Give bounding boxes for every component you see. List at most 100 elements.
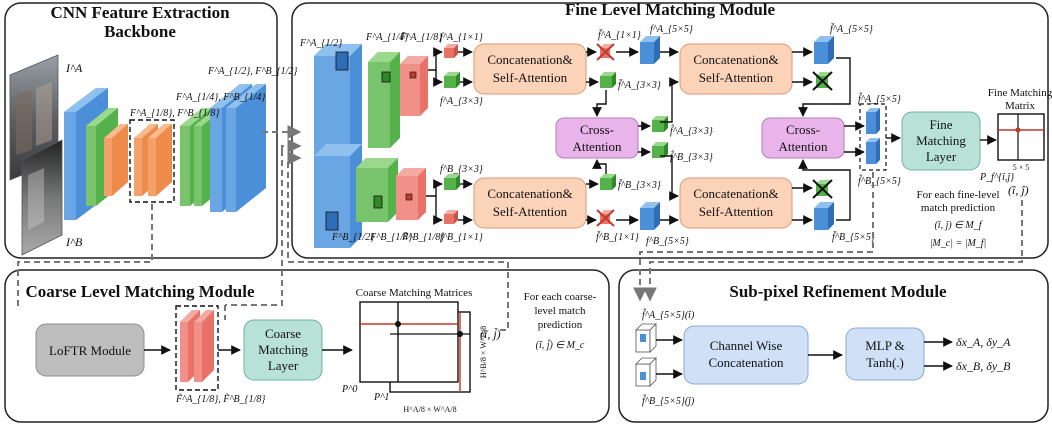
subpixel-fb-cube xyxy=(635,357,657,387)
svg-text:Cross-: Cross- xyxy=(580,122,614,137)
backbone-f14-label: F^A_{1/4}, F^B_{1/4} xyxy=(175,92,265,103)
subpixel-module-frame xyxy=(618,269,1049,423)
backbone-eighth-highlight xyxy=(129,119,175,203)
fine-green-crossed-b xyxy=(812,179,833,199)
coarse-to-fine-arrow xyxy=(287,151,509,331)
coarse-f18-label: F̃^A_{1/8}, F̃^B_{1/8} xyxy=(175,392,265,405)
svg-text:Coarse: Coarse xyxy=(265,326,301,341)
fine-fa1x1-cube xyxy=(444,44,458,58)
fine-fb5x5bar-label: f̄^B_{5×5} xyxy=(832,231,875,243)
fine-right-a5x5-cube xyxy=(866,108,880,134)
fine-fa12-label: F^A_{1/2} xyxy=(299,38,342,49)
coarse-note-1: For each coarse- xyxy=(524,291,597,303)
svg-text:Self-Attention: Self-Attention xyxy=(493,70,568,85)
fine-fb3x3bar-cube xyxy=(600,174,616,190)
svg-text:Cross-: Cross- xyxy=(786,122,820,137)
image-b-label: I^B xyxy=(65,235,83,249)
fine-right-b5x5-cube xyxy=(866,138,880,164)
svg-text:Channel Wise: Channel Wise xyxy=(710,338,783,353)
fine-fa3x3bar-label: f̄^A_{3×3} xyxy=(618,79,661,91)
fine-concat-sa-b: Concatenation& Self-Attention xyxy=(473,177,587,229)
svg-text:MLP &: MLP & xyxy=(865,338,905,353)
fine-note-2: match prediction xyxy=(921,202,996,214)
coarse-p0-label: P^0 xyxy=(341,384,357,395)
coarse-feature-blocks xyxy=(180,310,214,382)
fine-right-b5x5-label: f̂^B_{5×5} xyxy=(858,174,901,187)
svg-text:Fine: Fine xyxy=(929,117,952,132)
fine-fa12-block xyxy=(314,44,362,174)
fine-mid-b3x3-cube xyxy=(652,142,668,158)
fine-fa5x5bar-label: f̄^A_{5×5} xyxy=(830,23,873,35)
fine-fb12-label: F^B_{1/2} xyxy=(331,232,374,243)
backbone-block-blue-2 xyxy=(210,84,266,212)
fine-fa14-block xyxy=(368,52,400,148)
svg-text:Layer: Layer xyxy=(926,149,957,164)
fine-fa1x1-label: f^A_{1×1} xyxy=(440,32,483,43)
fine-fb1x1-label: f^B_{1×1} xyxy=(440,232,483,243)
fine-mid-b3x3-label: f̂^B_{3×3} xyxy=(670,150,713,163)
fine-fb1x1bar-label: f̄^B_{1×1} xyxy=(596,231,639,243)
coarse-p1-label: P^1 xyxy=(373,392,389,403)
coarse-ij: (ĩ, j̃) xyxy=(480,327,501,341)
subpixel-fa-label: f̂^A_{5×5}(î) xyxy=(642,308,695,321)
subpixel-channel-concat: Channel Wise Concatenation xyxy=(683,325,809,385)
subpixel-mlp-tanh: MLP & Tanh(.) xyxy=(845,327,925,381)
coarse-matching-matrices xyxy=(359,301,471,393)
coarse-note-2: level match xyxy=(534,305,586,317)
fine-ij-hat: (î, ĵ) xyxy=(1008,183,1029,197)
fine-right-a5x5-label: f̂^A_{5×5} xyxy=(858,92,901,105)
fine-fa5x5bar-cube xyxy=(814,36,834,64)
fine-fa1x1bar-label: f̄^A_{1×1} xyxy=(598,29,641,41)
svg-text:LoFTR Module: LoFTR Module xyxy=(49,343,131,358)
fine-fb18-block xyxy=(396,168,426,220)
svg-text:Concatenation: Concatenation xyxy=(708,355,784,370)
coarse-matrices-title: Coarse Matching Matrices xyxy=(356,287,473,299)
svg-text:Attention: Attention xyxy=(572,139,622,154)
fine-matrix-title-1: Fine Matching xyxy=(988,87,1052,99)
svg-text:Tanh(.): Tanh(.) xyxy=(866,355,904,370)
backbone-to-fine-arrow-2 xyxy=(281,139,302,153)
subpixel-out-b: δx_B, δy_B xyxy=(956,359,1011,373)
fine-fa1x1bar-cube-crossed xyxy=(596,43,615,61)
fine-fa5x5-cube xyxy=(640,36,660,64)
fine-cross-attention-1: Cross- Attention xyxy=(555,117,639,159)
fine-fb12-block xyxy=(314,144,362,248)
svg-text:Matching: Matching xyxy=(916,133,966,148)
fine-fa18-label: F̄^A_{1/8} xyxy=(399,31,442,43)
svg-text:Concatenation&: Concatenation& xyxy=(487,52,572,67)
fine-fb3x3-label: f^B_{3×3} xyxy=(440,164,483,175)
fine-note-3: (î, ĵ) ∈ M_f xyxy=(934,220,982,231)
fine-concat-sa-a2: Concatenation& Self-Attention xyxy=(679,43,793,95)
fine-note-4: |M_c| = |M_f| xyxy=(930,238,987,249)
backbone-f12-label: F^A_{1/2}, F^B_{1/2} xyxy=(207,66,297,77)
fine-fb5x5bar-cube xyxy=(814,202,834,230)
fine-green-crossed-a xyxy=(812,71,833,91)
coarse-dim-h: H^B/8 × W^B/8 xyxy=(479,326,488,378)
backbone-block-orange-2 xyxy=(134,124,172,196)
svg-text:Concatenation&: Concatenation& xyxy=(693,52,778,67)
svg-text:Matching: Matching xyxy=(258,342,308,357)
svg-text:Layer: Layer xyxy=(268,358,299,373)
fine-fa3x3-cube xyxy=(444,72,460,88)
svg-text:Self-Attention: Self-Attention xyxy=(699,70,774,85)
backbone-f18-label: F^A_{1/8}, F^B_{1/8} xyxy=(129,108,219,119)
svg-text:Concatenation&: Concatenation& xyxy=(693,186,778,201)
fine-fb5x5-label: f^B_{5×5} xyxy=(646,236,689,247)
fine-matrix-pf: P_f^{î,ĵ} xyxy=(979,172,1014,183)
fine-note-1: For each fine-level xyxy=(916,189,999,201)
fine-fb14-label: F^B_{1/4} xyxy=(369,232,412,243)
fine-fa3x3bar-cube xyxy=(600,72,616,88)
svg-text:Attention: Attention xyxy=(778,139,828,154)
coarse-to-fine-dashed xyxy=(225,150,283,306)
fine-matching-layer: Fine Matching Layer xyxy=(901,111,981,171)
fine-to-subpixel-dashed xyxy=(643,200,1023,302)
fine-right-cube-group xyxy=(859,103,887,171)
coarse-feature-highlight xyxy=(175,305,219,391)
coarse-note-4: (ĩ, j̃) ∈ M_c xyxy=(536,338,585,351)
fine-matrix-title-2: Matrix xyxy=(1005,100,1035,112)
image-a-label: I^A xyxy=(65,61,83,75)
backbone-to-coarse-dashed xyxy=(17,204,153,310)
subpixel-title: Sub-pixel Refinement Module xyxy=(729,282,947,301)
fine-fb1x1bar-cube-crossed xyxy=(596,209,615,227)
coarse-title: Coarse Level Matching Module xyxy=(26,282,255,301)
